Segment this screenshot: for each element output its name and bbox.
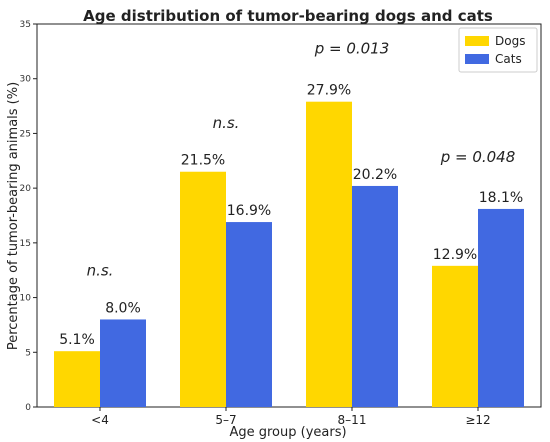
plot-frame <box>36 23 542 408</box>
y-tick-label: 35 <box>20 20 31 30</box>
significance-annotation: p = 0.048 <box>440 148 516 166</box>
dogs-value-label: 12.9% <box>433 247 477 263</box>
cats-bar <box>100 319 146 407</box>
dogs-bar <box>432 265 478 407</box>
y-tick-label: 5 <box>25 348 31 358</box>
y-tick-label: 20 <box>20 184 32 194</box>
dogs-bar <box>180 171 226 407</box>
cats-value-label: 8.0% <box>105 300 141 316</box>
x-tick-label: ≥12 <box>465 413 490 427</box>
significance-annotation: n.s. <box>87 262 114 280</box>
dogs-value-label: 21.5% <box>181 153 225 169</box>
legend-label-dogs: Dogs <box>495 34 525 48</box>
significance-annotation: n.s. <box>213 114 240 132</box>
dogs-bar <box>306 101 352 408</box>
plot-area: 0 5 10 15 20 25 30 35 5.1% 8.0% <4 21.5% 16.9% 5–7 27.… <box>20 20 542 427</box>
chart-title: Age distribution of tumor-bearing dogs a… <box>83 7 493 25</box>
x-axis-label: Age group (years) <box>229 425 346 440</box>
cats-value-label: 20.2% <box>353 167 397 183</box>
x-tick-label: 5–7 <box>215 413 236 427</box>
y-tick-label: 30 <box>20 75 32 85</box>
legend-swatch-cats <box>465 54 489 64</box>
y-tick-label: 15 <box>20 239 31 249</box>
dogs-value-label: 5.1% <box>59 332 95 348</box>
legend-swatch-dogs <box>465 36 489 46</box>
y-tick-label: 10 <box>20 294 32 304</box>
x-tick-label: <4 <box>91 413 109 427</box>
y-tick-label: 25 <box>20 129 31 139</box>
dogs-bar <box>54 351 100 407</box>
dogs-value-label: 27.9% <box>307 83 351 99</box>
cats-bar <box>478 208 524 407</box>
y-axis-label: Percentage of tumor-bearing animals (%) <box>6 82 21 350</box>
significance-annotation: p = 0.013 <box>314 40 390 58</box>
legend-label-cats: Cats <box>495 52 522 66</box>
cats-bar <box>226 222 272 407</box>
cats-value-label: 18.1% <box>479 190 523 206</box>
y-tick-label: 0 <box>25 403 31 413</box>
cats-value-label: 16.9% <box>227 203 271 219</box>
cats-bar <box>352 185 398 407</box>
x-tick-label: 8–11 <box>338 413 367 427</box>
